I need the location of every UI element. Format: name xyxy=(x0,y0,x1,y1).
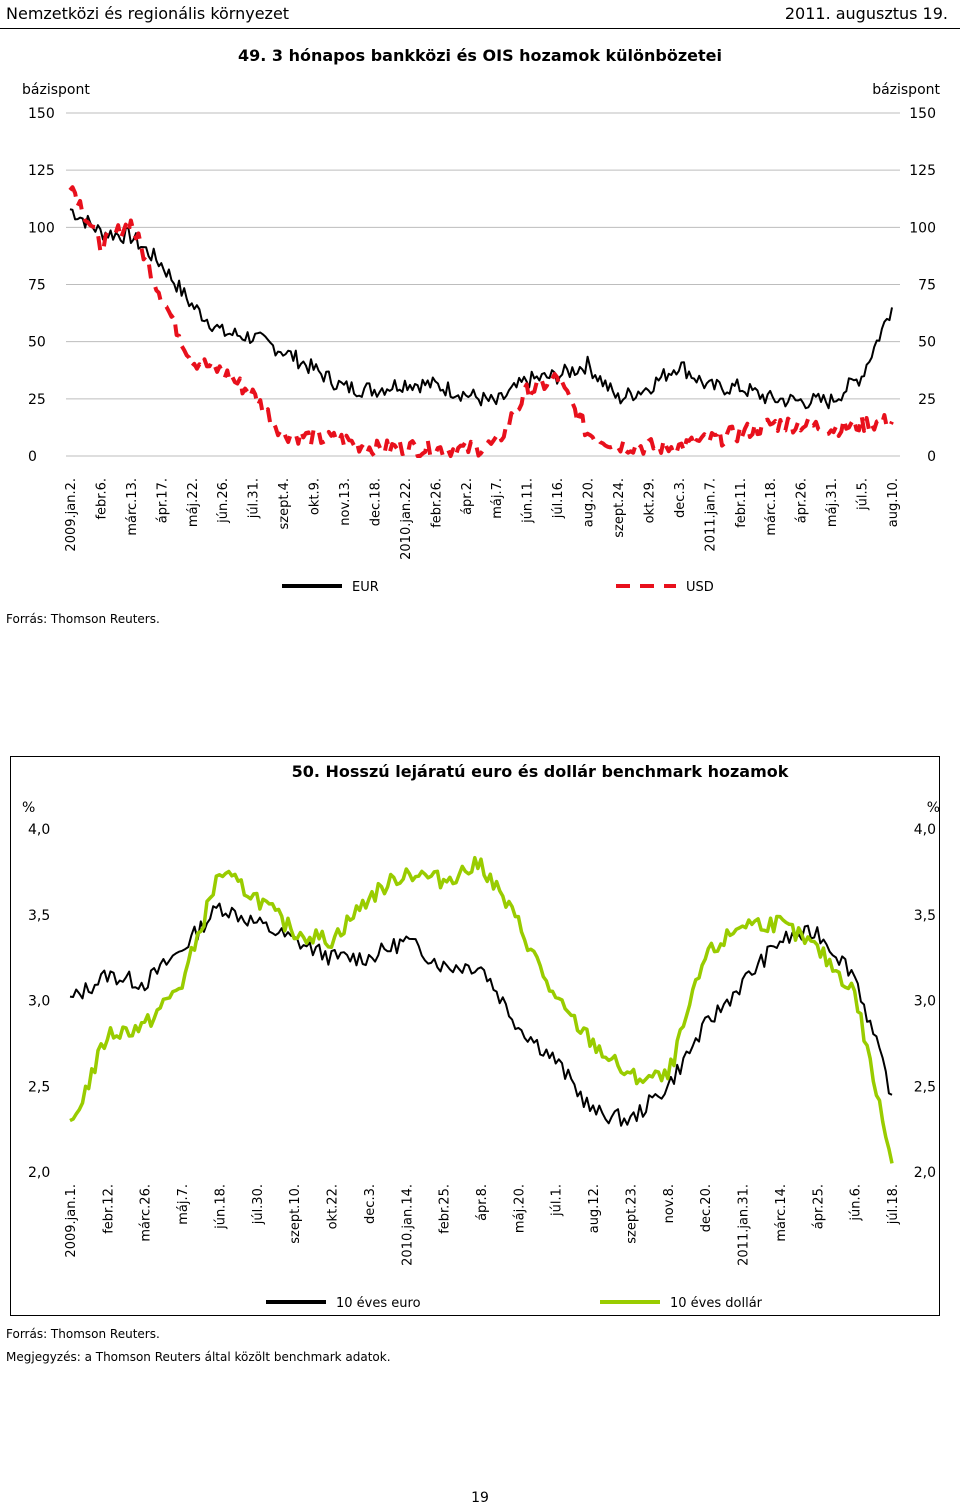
y-tick-label-left: 75 xyxy=(28,278,46,294)
x-tick-label: márc.14. xyxy=(774,1184,789,1242)
y-tick-label-left: 125 xyxy=(28,163,55,179)
y-tick-label-right: 25 xyxy=(918,392,936,408)
x-tick-label: máj.31. xyxy=(825,478,840,527)
x-tick-label: okt.22. xyxy=(326,1184,341,1229)
chart-49-unit-right: bázispont xyxy=(872,82,940,98)
y-tick-label-right: 0 xyxy=(927,449,936,465)
series-line xyxy=(68,185,894,458)
x-tick-label: júl.18. xyxy=(886,1184,901,1225)
x-tick-label: dec.18. xyxy=(368,478,383,526)
x-tick-label: febr.26. xyxy=(429,478,444,528)
chart-49-unit-left: bázispont xyxy=(22,82,90,98)
x-tick-label: júl.30. xyxy=(251,1184,266,1225)
x-tick-label: máj.20. xyxy=(512,1184,527,1233)
x-tick-label: máj.22. xyxy=(186,478,201,527)
x-tick-label: okt.29. xyxy=(642,478,657,523)
chart-50-note: Megjegyzés: a Thomson Reuters által közö… xyxy=(6,1350,391,1364)
section-title: Nemzetközi és regionális környezet xyxy=(6,4,290,23)
x-tick-label: 2009.jan.1. xyxy=(64,1184,79,1258)
y-tick-label-right: 125 xyxy=(909,163,936,179)
y-tick-label-left: 4,0 xyxy=(28,822,50,838)
legend-label: USD xyxy=(686,580,714,595)
x-tick-label: febr.12. xyxy=(101,1184,116,1234)
x-tick-label: márc.13. xyxy=(125,478,140,536)
x-tick-label: 2010.jan.22. xyxy=(399,478,414,560)
x-tick-label: nov.13. xyxy=(338,478,353,526)
x-tick-label: febr.25. xyxy=(438,1184,453,1234)
legend-label: 10 éves dollár xyxy=(670,1296,763,1310)
chart-49-title: 49. 3 hónapos bankközi és OIS hozamok kü… xyxy=(237,46,723,65)
series-line xyxy=(69,902,893,1127)
chart-50-unit-right: % xyxy=(926,800,940,816)
x-tick-label: ápr.25. xyxy=(811,1184,826,1229)
y-tick-label-left: 100 xyxy=(28,220,55,236)
x-tick-label: aug.10. xyxy=(886,478,901,527)
y-tick-label-right: 100 xyxy=(909,220,936,236)
y-tick-label-left: 3,0 xyxy=(28,994,50,1010)
chart-50-unit-left: % xyxy=(22,800,36,816)
chart-49-source: Forrás: Thomson Reuters. xyxy=(6,612,160,626)
y-tick-label-right: 2,0 xyxy=(914,1165,936,1181)
y-tick-label-left: 2,0 xyxy=(28,1165,50,1181)
chart-50-source: Forrás: Thomson Reuters. xyxy=(6,1327,160,1341)
x-tick-label: máj.7. xyxy=(490,478,505,519)
x-tick-label: aug.20. xyxy=(582,478,597,527)
series-line xyxy=(69,208,893,410)
y-tick-label-left: 3,5 xyxy=(28,908,50,924)
x-tick-label: ápr.17. xyxy=(155,478,170,523)
legend-label: EUR xyxy=(352,580,379,595)
y-tick-label-right: 4,0 xyxy=(914,822,936,838)
y-tick-label-left: 50 xyxy=(28,335,46,351)
x-tick-label: okt.9. xyxy=(308,478,323,515)
x-tick-label: jún.11. xyxy=(521,478,536,524)
x-tick-label: szept.10. xyxy=(288,1184,303,1244)
x-tick-label: ápr.8. xyxy=(475,1184,490,1221)
x-tick-label: nov.8. xyxy=(662,1184,677,1223)
x-tick-label: dec.3. xyxy=(673,478,688,518)
x-tick-label: ápr.2. xyxy=(460,478,475,515)
x-tick-label: jún.6. xyxy=(849,1184,864,1222)
page-header: Nemzetközi és regionális környezet 2011.… xyxy=(0,0,960,29)
y-tick-label-right: 150 xyxy=(909,106,936,122)
x-tick-label: 2009.jan.2. xyxy=(64,478,79,552)
y-tick-label-right: 50 xyxy=(918,335,936,351)
x-tick-label: júl.1. xyxy=(550,1184,565,1217)
y-tick-label-left: 150 xyxy=(28,106,55,122)
x-tick-label: 2011.jan.31. xyxy=(737,1184,752,1266)
x-tick-label: aug.12. xyxy=(587,1184,602,1233)
chart-49-plot: 0 0 25 25 50 50 75 75 100 100 125 125 150 150 2009.jan… xyxy=(28,106,936,595)
x-tick-label: ápr.26. xyxy=(795,478,810,523)
y-tick-label-right: 3,5 xyxy=(914,908,936,924)
x-tick-label: júl.16. xyxy=(551,478,566,519)
publication-date: 2011. augusztus 19. xyxy=(784,4,948,23)
x-tick-label: febr.11. xyxy=(734,478,749,528)
x-tick-label: febr.6. xyxy=(94,478,109,520)
x-tick-label: júl.5. xyxy=(856,478,871,511)
chart-50-frame xyxy=(10,756,940,1316)
x-tick-label: máj.7. xyxy=(176,1184,191,1225)
x-tick-label: szept.4. xyxy=(277,478,292,529)
y-tick-label-right: 2,5 xyxy=(914,1079,936,1095)
x-tick-label: szept.24. xyxy=(612,478,627,538)
y-tick-label-left: 25 xyxy=(28,392,46,408)
x-tick-label: dec.3. xyxy=(363,1184,378,1224)
x-tick-label: 2011.jan.7. xyxy=(703,478,718,552)
legend-label: 10 éves euro xyxy=(336,1296,421,1310)
x-tick-label: 2010.jan.14. xyxy=(400,1184,415,1266)
chart-50-plot: 2,0 2,0 2,5 2,5 3,0 3,0 3,5 3,5 4,0 4,0 2009.jan.1… xyxy=(28,822,936,1310)
x-tick-label: márc.18. xyxy=(764,478,779,536)
x-tick-label: dec.20. xyxy=(699,1184,714,1232)
x-tick-label: márc.26. xyxy=(139,1184,154,1242)
chart-50-title: 50. Hosszú lejáratú euro és dollár bench… xyxy=(291,762,789,781)
x-tick-label: jún.26. xyxy=(216,478,231,524)
x-tick-label: jún.18. xyxy=(213,1184,228,1230)
y-tick-label-right: 75 xyxy=(918,278,936,294)
series-line xyxy=(69,855,894,1164)
y-tick-label-left: 0 xyxy=(28,449,37,465)
x-tick-label: júl.31. xyxy=(247,478,262,519)
y-tick-label-left: 2,5 xyxy=(28,1079,50,1095)
y-tick-label-right: 3,0 xyxy=(914,994,936,1010)
x-tick-label: szept.23. xyxy=(624,1184,639,1244)
page-number: 19 xyxy=(471,1490,489,1506)
